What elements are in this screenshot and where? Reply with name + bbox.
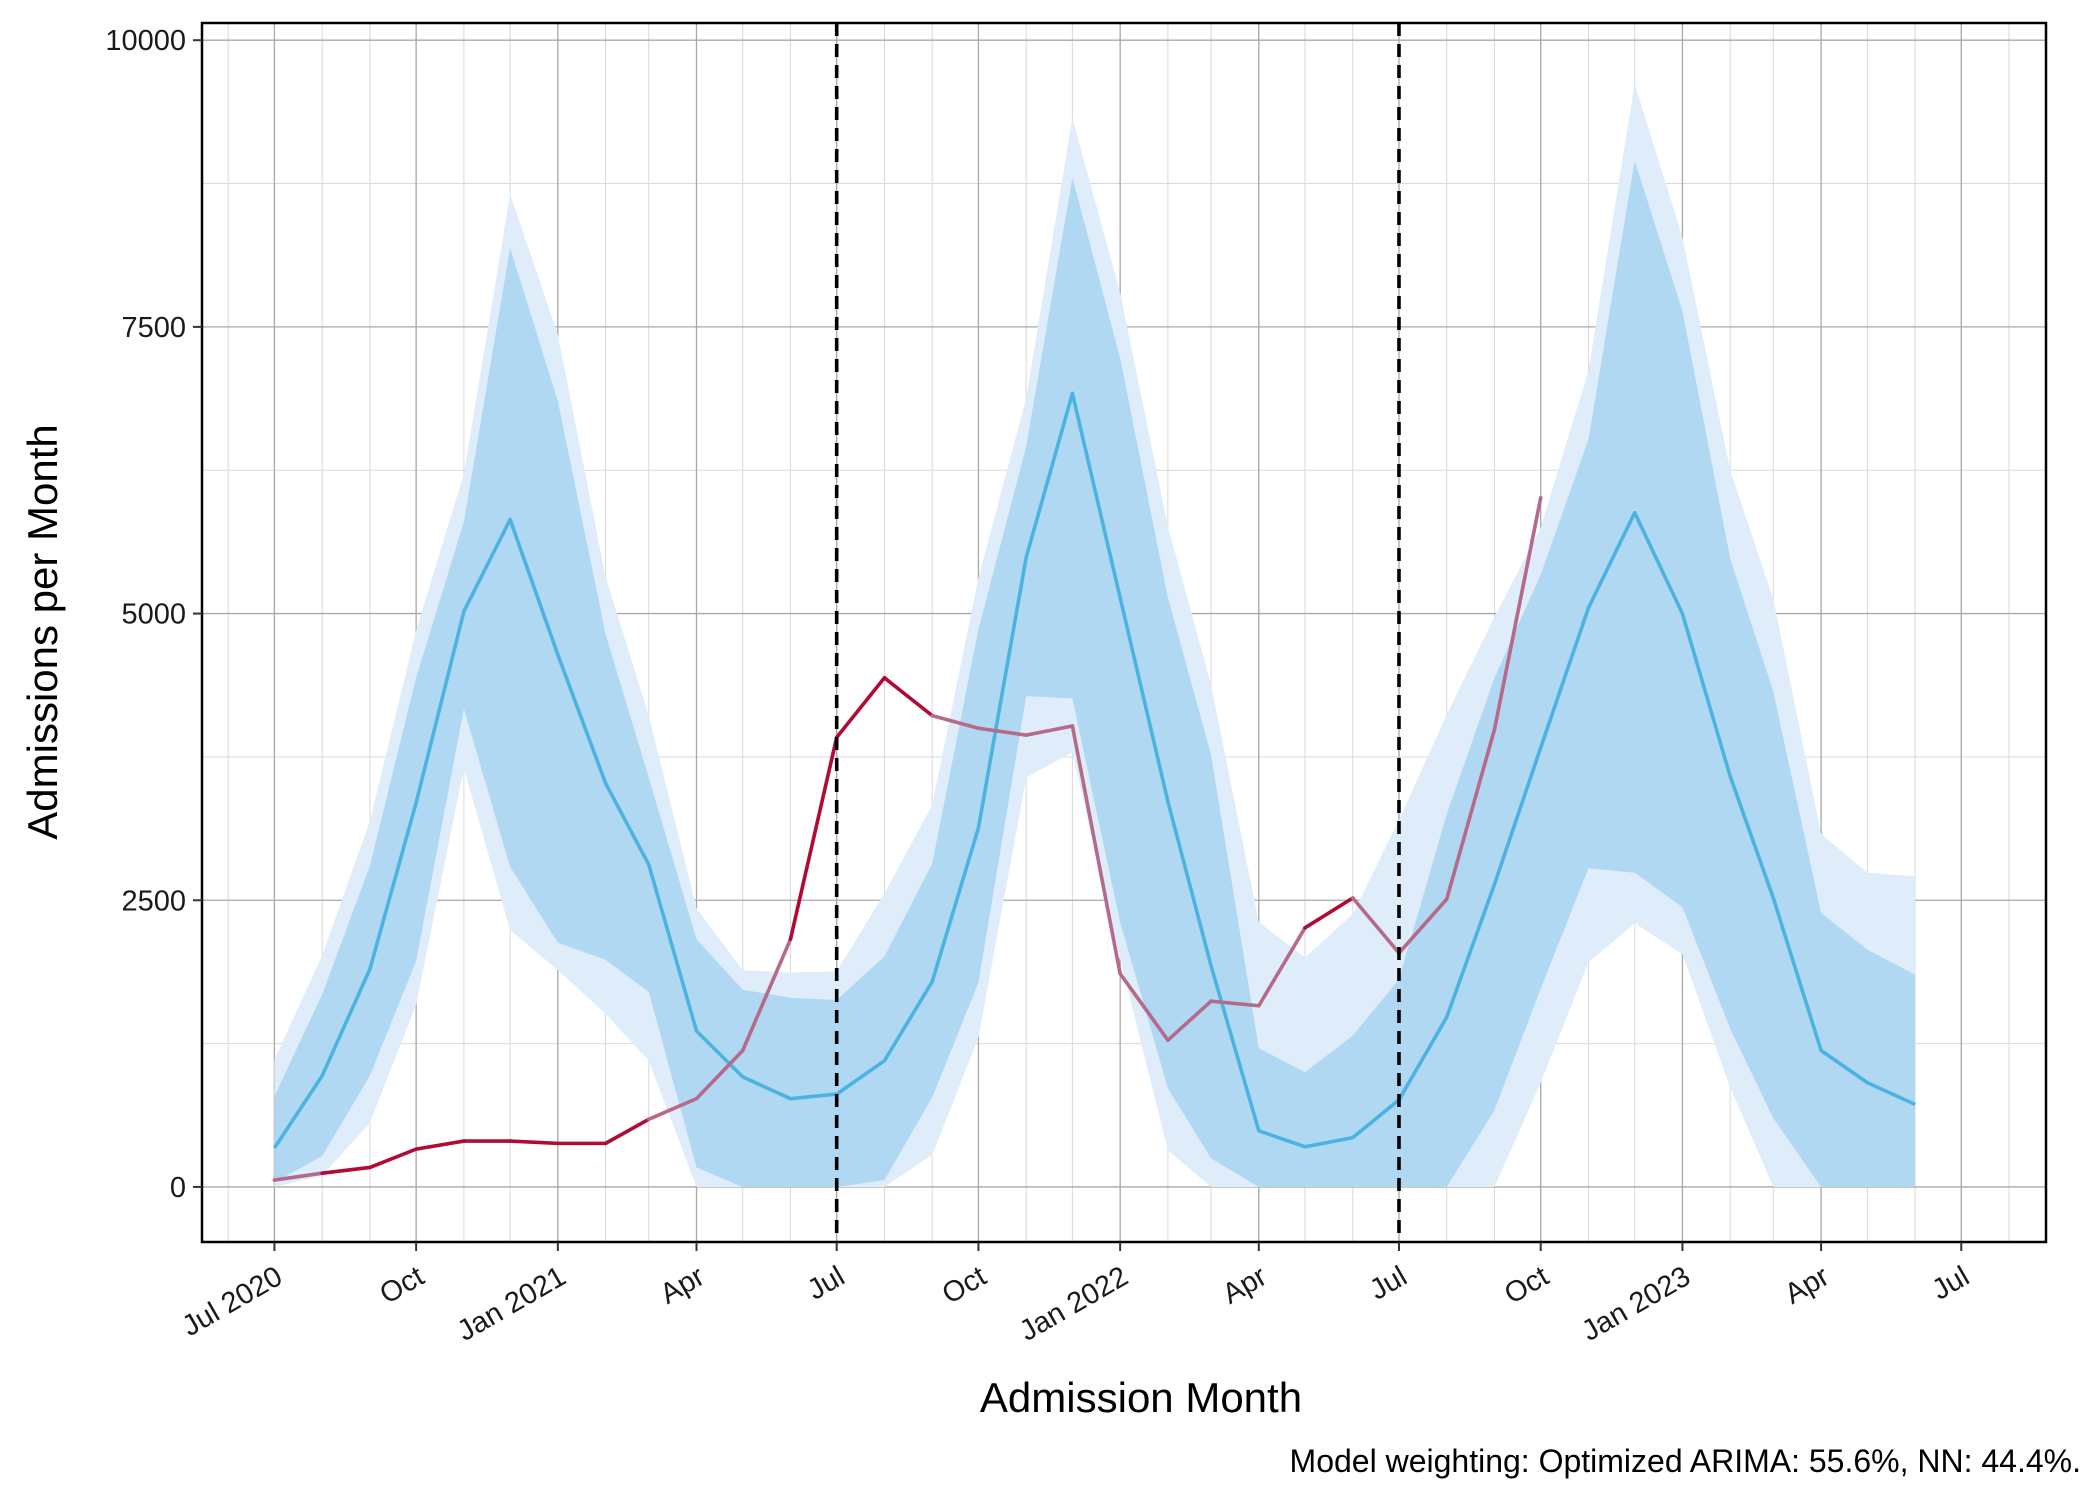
- observed-line-segment: [1118, 971, 1170, 1042]
- observed-line-segment: [320, 1165, 372, 1175]
- observed-line-segment: [740, 937, 793, 1053]
- y-tick-label: 7500: [121, 312, 186, 344]
- y-tick-label: 10000: [105, 25, 186, 57]
- observed-line-segment: [368, 1147, 418, 1170]
- observed-line-segment: [1256, 925, 1307, 1008]
- observed-line-segment: [1166, 999, 1213, 1042]
- observed-line-segment: [694, 1048, 745, 1101]
- observed-line-segment: [414, 1139, 466, 1151]
- plot-border: [200, 21, 2048, 1244]
- observed-line-segment: [1070, 724, 1122, 976]
- y-axis-title: Admissions per Month: [19, 424, 66, 840]
- observed-line-segment: [976, 726, 1028, 737]
- caption: Model weighting: Optimized ARIMA: 55.6%,…: [1290, 1443, 2081, 1479]
- dashed-markers: [834, 23, 1401, 1242]
- inner-prediction-band: [274, 160, 1916, 1188]
- observed-line-segment: [272, 1171, 324, 1182]
- observed-line-segment: [1024, 724, 1075, 737]
- x-axis-title: Admission Month: [980, 1374, 1302, 1421]
- observed-line-segment: [788, 735, 839, 942]
- y-tick-label: 2500: [121, 885, 186, 917]
- observed-line-segment: [646, 1096, 699, 1122]
- observed-line-segment: [930, 713, 981, 731]
- forecast-line: [272, 391, 1916, 1149]
- observed-line-segment: [1444, 727, 1497, 901]
- y-tick-label: 0: [170, 1172, 186, 1204]
- series-lines: [272, 391, 1916, 1182]
- observed-line-segment: [1350, 896, 1401, 955]
- observed-line-segment: [1303, 896, 1355, 930]
- prediction-bands: [274, 83, 1916, 1188]
- y-tick-label: 5000: [121, 599, 186, 631]
- observed-line-segment: [882, 675, 935, 718]
- observed-line-segment: [1492, 495, 1543, 732]
- observed-line-segment: [603, 1117, 651, 1146]
- observed-line-segment: [508, 1139, 560, 1146]
- observed-line-segment: [1209, 999, 1261, 1008]
- observed-line-segment: [834, 675, 887, 740]
- observed-line-segment: [1397, 897, 1449, 955]
